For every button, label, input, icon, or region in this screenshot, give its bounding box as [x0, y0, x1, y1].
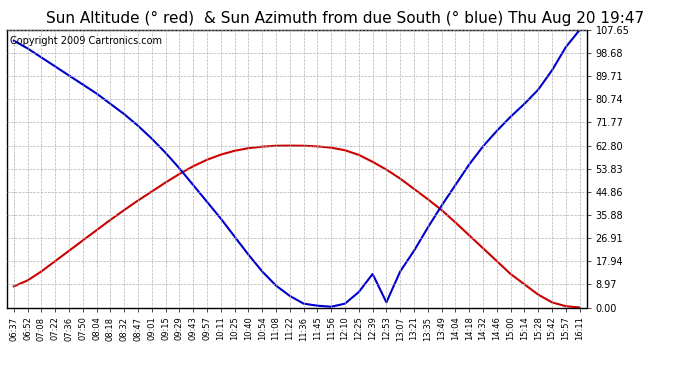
Text: Sun Altitude (° red)  & Sun Azimuth from due South (° blue) Thu Aug 20 19:47: Sun Altitude (° red) & Sun Azimuth from … [46, 11, 644, 26]
Text: Copyright 2009 Cartronics.com: Copyright 2009 Cartronics.com [10, 36, 161, 45]
